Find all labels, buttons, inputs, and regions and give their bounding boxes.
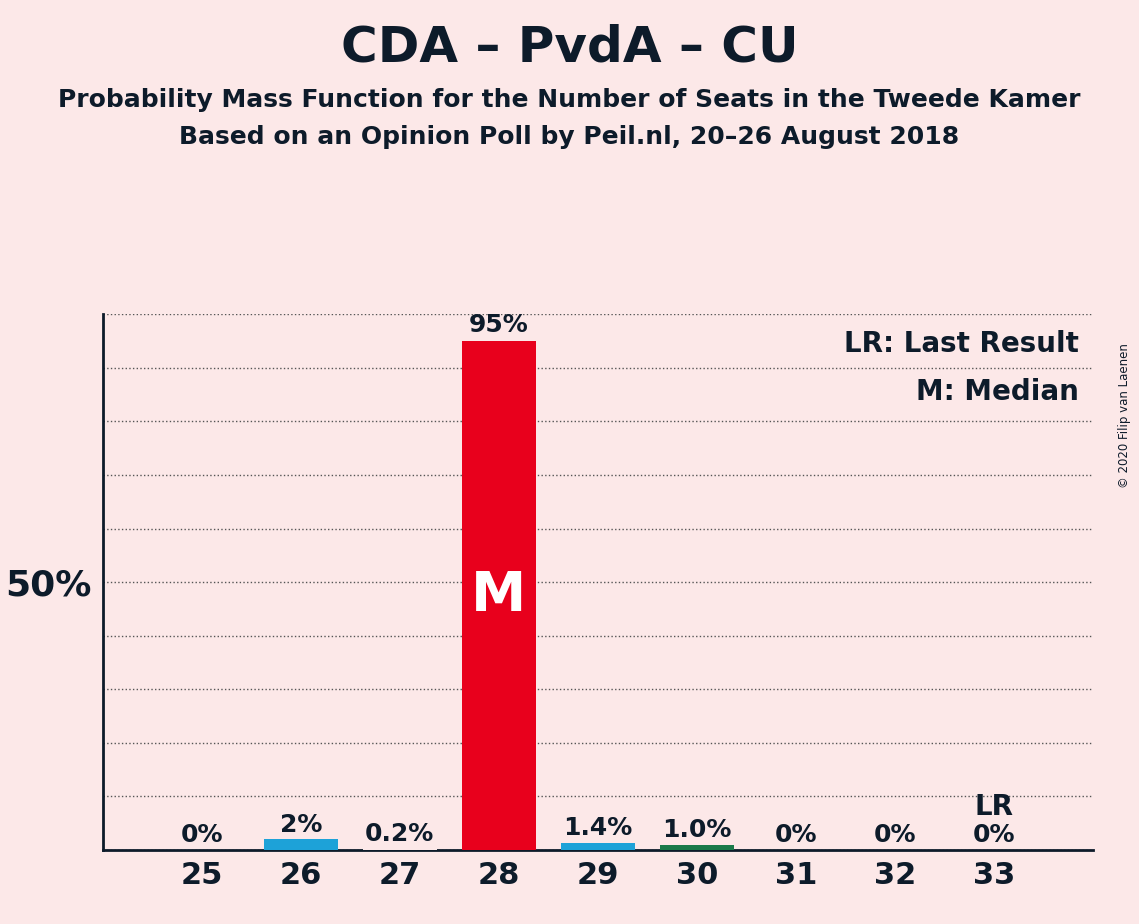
Bar [659,845,735,850]
Text: LR: Last Result: LR: Last Result [844,330,1079,359]
Text: 1.4%: 1.4% [564,816,632,840]
Text: Based on an Opinion Poll by Peil.nl, 20–26 August 2018: Based on an Opinion Poll by Peil.nl, 20–… [180,125,959,149]
Text: 1.0%: 1.0% [663,818,731,842]
Text: M: M [472,568,526,623]
Text: M: Median: M: Median [916,379,1079,407]
Text: 0%: 0% [973,823,1016,847]
Text: 0%: 0% [874,823,917,847]
Text: Probability Mass Function for the Number of Seats in the Tweede Kamer: Probability Mass Function for the Number… [58,88,1081,112]
Text: 0%: 0% [775,823,818,847]
Bar [461,341,536,850]
Text: 0%: 0% [180,823,223,847]
Bar [362,849,437,850]
Text: © 2020 Filip van Laenen: © 2020 Filip van Laenen [1118,344,1131,488]
Text: LR: LR [975,793,1014,821]
Text: 2%: 2% [279,813,322,837]
Text: CDA – PvdA – CU: CDA – PvdA – CU [341,23,798,71]
Bar [560,843,636,850]
Text: 95%: 95% [469,312,528,336]
Bar [263,839,338,850]
Text: 0.2%: 0.2% [366,822,434,846]
